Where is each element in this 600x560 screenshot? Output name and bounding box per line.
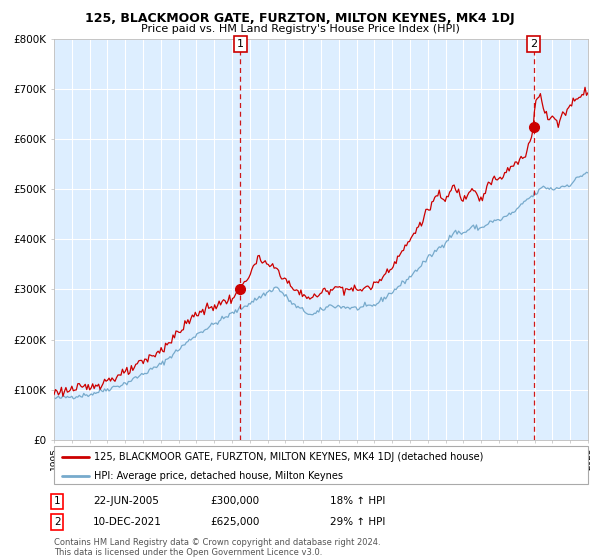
Text: £625,000: £625,000 bbox=[210, 517, 259, 527]
Text: 1: 1 bbox=[237, 39, 244, 49]
Text: 125, BLACKMOOR GATE, FURZTON, MILTON KEYNES, MK4 1DJ: 125, BLACKMOOR GATE, FURZTON, MILTON KEY… bbox=[85, 12, 515, 25]
Text: 2: 2 bbox=[530, 39, 537, 49]
Text: 22-JUN-2005: 22-JUN-2005 bbox=[93, 496, 159, 506]
FancyBboxPatch shape bbox=[54, 446, 588, 484]
Text: Price paid vs. HM Land Registry's House Price Index (HPI): Price paid vs. HM Land Registry's House … bbox=[140, 24, 460, 34]
Text: 10-DEC-2021: 10-DEC-2021 bbox=[93, 517, 162, 527]
Text: 29% ↑ HPI: 29% ↑ HPI bbox=[330, 517, 385, 527]
Text: 125, BLACKMOOR GATE, FURZTON, MILTON KEYNES, MK4 1DJ (detached house): 125, BLACKMOOR GATE, FURZTON, MILTON KEY… bbox=[94, 452, 484, 462]
Text: Contains HM Land Registry data © Crown copyright and database right 2024.
This d: Contains HM Land Registry data © Crown c… bbox=[54, 538, 380, 557]
Text: 1: 1 bbox=[54, 496, 61, 506]
Text: 2: 2 bbox=[54, 517, 61, 527]
Text: 18% ↑ HPI: 18% ↑ HPI bbox=[330, 496, 385, 506]
Text: HPI: Average price, detached house, Milton Keynes: HPI: Average price, detached house, Milt… bbox=[94, 471, 343, 481]
Text: £300,000: £300,000 bbox=[210, 496, 259, 506]
